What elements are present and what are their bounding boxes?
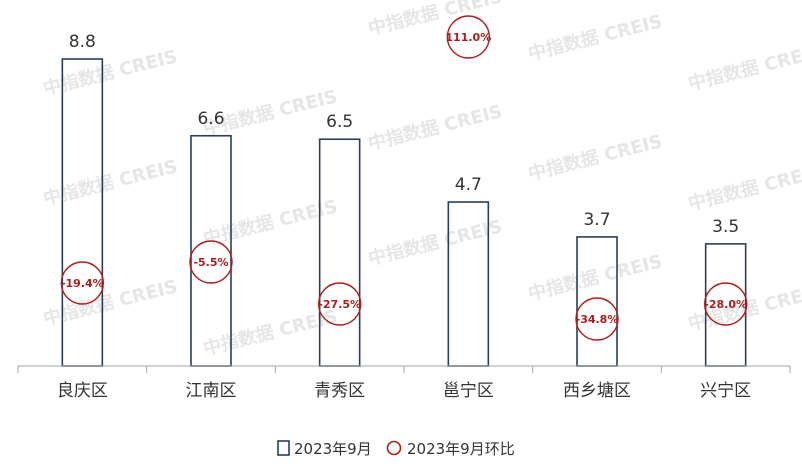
watermark-text: 中指数据 CREIS xyxy=(366,100,505,155)
change-marker xyxy=(446,15,491,59)
watermark-text: 中指数据 CREIS xyxy=(686,160,802,215)
watermark-text: 中指数据 CREIS xyxy=(526,250,665,305)
legend-change-label: 2023年9月环比 xyxy=(407,440,515,458)
legend: 2023年9月 2023年9月环比 xyxy=(277,440,515,458)
change-label: -27.5% xyxy=(318,298,361,311)
bar-value-label: 3.7 xyxy=(583,210,610,230)
watermark-text: 中指数据 CREIS xyxy=(526,130,665,185)
change-marker xyxy=(60,261,105,305)
change-label: -28.0% xyxy=(704,298,747,311)
legend-change-swatch xyxy=(386,440,402,456)
change-label: 111.0% xyxy=(445,31,491,44)
bar-value-label: 3.5 xyxy=(712,217,739,237)
legend-bar-label: 2023年9月 xyxy=(294,440,372,458)
x-tick-label: 江南区 xyxy=(186,381,237,401)
change-marker xyxy=(317,282,362,326)
watermark-text: 中指数据 CREIS xyxy=(686,40,802,95)
change-label: -5.5% xyxy=(193,256,228,269)
x-tick-label: 兴宁区 xyxy=(700,381,751,401)
x-tick-label: 良庆区 xyxy=(57,381,108,401)
x-axis-ticks xyxy=(17,366,791,373)
watermark-text: 中指数据 CREIS xyxy=(201,305,340,360)
change-marker xyxy=(575,297,619,341)
bar-value-label: 6.5 xyxy=(326,112,353,132)
change-markers-layer: -19.4% -5.5% -27.5% 111.0% -34.8% -28.0% xyxy=(60,15,748,341)
bar-value-label: 6.6 xyxy=(197,109,224,129)
bars-layer: 8.8 6.6 6.5 4.7 3.7 3.5 xyxy=(61,32,747,367)
bar xyxy=(190,134,232,367)
bar xyxy=(576,236,618,367)
x-tick-label: 西乡塘区 xyxy=(563,381,631,401)
x-tick-label: 青秀区 xyxy=(314,381,365,401)
legend-bar-swatch xyxy=(277,440,290,456)
change-marker xyxy=(703,282,748,326)
watermark-layer: 中指数据 CREIS 中指数据 CREIS 中指数据 CREIS 中指数据 CREIS… xyxy=(41,0,802,360)
x-tick-label: 邕宁区 xyxy=(443,381,494,401)
change-marker xyxy=(189,240,233,284)
bar-value-label: 4.7 xyxy=(455,175,482,195)
bar-value-label: 8.8 xyxy=(69,32,96,52)
watermark-text: 中指数据 CREIS xyxy=(201,195,340,250)
watermark-text: 中指数据 CREIS xyxy=(366,215,505,270)
watermark-text: 中指数据 CREIS xyxy=(526,10,665,65)
x-axis-labels: 良庆区 江南区 青秀区 邕宁区 西乡塘区 兴宁区 xyxy=(57,381,751,401)
bar xyxy=(318,138,361,367)
change-label: -34.8% xyxy=(576,313,619,326)
change-label: -19.4% xyxy=(61,277,104,290)
